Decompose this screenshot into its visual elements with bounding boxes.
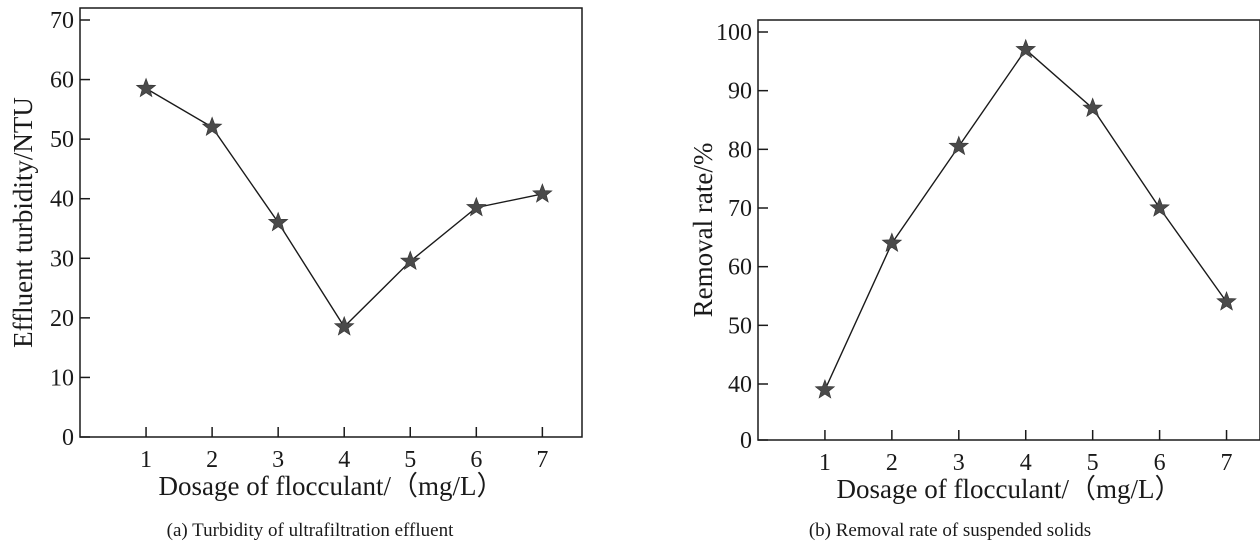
y-tick-label: 10	[50, 365, 74, 391]
y-tick-label: 80	[728, 137, 752, 163]
x-tick-label: 6	[1154, 450, 1166, 476]
data-point-star	[532, 183, 553, 203]
data-point-star	[814, 379, 836, 399]
x-tick-label: 5	[1087, 450, 1099, 476]
chart-panel-b: 0 40 50 60 70 80 90 100 1 2 3 4 5 6 7 Dosage of floccul…	[640, 0, 1260, 553]
y-tick-label: 70	[728, 196, 752, 222]
data-point-star	[333, 315, 355, 336]
caption-a: (a) Turbidity of ultrafiltration effluen…	[166, 520, 454, 541]
data-point-star	[201, 116, 223, 137]
data-point-star	[1015, 38, 1037, 59]
x-tick-label: 5	[404, 447, 416, 473]
data-point-star	[135, 77, 157, 98]
plot-frame	[757, 19, 1260, 441]
y-tick-label: 60	[50, 68, 74, 94]
data-point-star	[465, 196, 487, 217]
data-point-star	[1082, 97, 1103, 118]
turbidity-chart: 0 10 20 30 40 50 60 70 1 2 3 4 5 6 7 Dosage of floccula…	[8, 7, 583, 501]
data-point-star	[948, 135, 970, 156]
data-point-star	[267, 211, 289, 232]
y-axis-title: Effluent turbidity/NTU	[8, 97, 38, 348]
caption-b: (b) Removal rate of suspended solids	[808, 520, 1092, 541]
y-tick-label: 40	[50, 187, 74, 213]
y-tick-label: 100	[716, 20, 752, 46]
y-tick-label: 0	[740, 428, 752, 454]
plot-frame	[79, 7, 583, 438]
y-tick-label: 30	[50, 246, 74, 272]
x-tick-label: 4	[1020, 450, 1032, 476]
x-axis-title: Dosage of flocculant/（mg/L）	[159, 471, 504, 501]
y-tick-label: 50	[50, 127, 74, 153]
chart-panel-a: 0 10 20 30 40 50 60 70 1 2 3 4 5 6 7 Dosage of floccula…	[0, 0, 620, 553]
y-tick-label: 70	[50, 8, 74, 34]
y-tick-label: 60	[728, 255, 752, 281]
y-axis-title: Removal rate/%	[688, 143, 718, 318]
x-tick-label: 2	[206, 447, 218, 473]
removal-rate-chart: 0 40 50 60 70 80 90 100 1 2 3 4 5 6 7 Dosage of floccul…	[688, 19, 1260, 504]
x-tick-label: 7	[536, 447, 548, 473]
x-tick-label: 6	[470, 447, 482, 473]
x-tick-label: 3	[272, 447, 284, 473]
y-tick-label: 90	[728, 79, 752, 105]
x-tick-label: 1	[819, 450, 831, 476]
y-tick-label: 0	[62, 425, 74, 451]
data-point-star	[1149, 197, 1170, 217]
x-tick-label: 1	[140, 447, 152, 473]
x-tick-label: 2	[886, 450, 898, 476]
x-axis-title: Dosage of flocculant/（mg/L）	[837, 474, 1182, 504]
y-tick-label: 50	[728, 313, 752, 339]
x-tick-label: 7	[1221, 450, 1233, 476]
x-tick-label: 3	[953, 450, 965, 476]
series-line	[824, 48, 1228, 391]
data-point-star	[881, 232, 903, 252]
y-tick-label: 40	[728, 372, 752, 398]
data-point-star	[399, 250, 421, 271]
y-tick-label: 20	[50, 306, 74, 332]
data-point-star	[1216, 291, 1237, 311]
x-tick-label: 4	[338, 447, 350, 473]
